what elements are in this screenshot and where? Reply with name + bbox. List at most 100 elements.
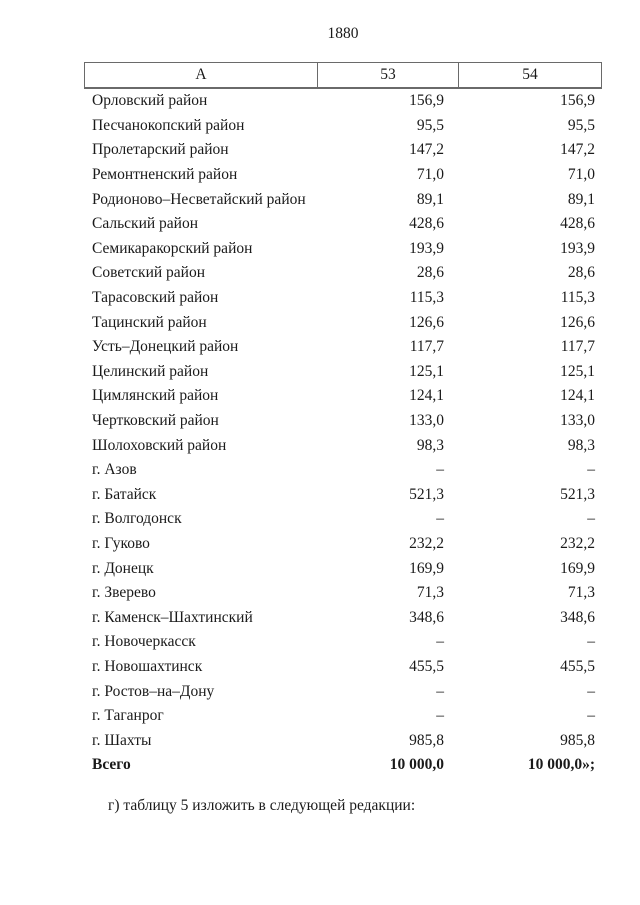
row-value-54: 348,6 xyxy=(560,608,595,626)
row-value-54: 71,3 xyxy=(567,584,595,602)
row-value-53: 147,2 xyxy=(409,141,444,159)
row-label: Советский район xyxy=(92,264,206,282)
row-label: г. Каменск–Шахтинский xyxy=(92,608,253,626)
row-value-53: 95,5 xyxy=(416,116,444,134)
row-label: Родионово–Несветайский район xyxy=(92,190,306,208)
row-value-53: – xyxy=(436,510,444,528)
row-value-54: 124,1 xyxy=(560,387,595,405)
row-label: Ремонтненский район xyxy=(92,166,238,184)
row-value-53: 117,7 xyxy=(409,338,444,356)
row-value-54: 156,9 xyxy=(560,92,595,110)
table-row: г. Гуково 232,2 232,2 xyxy=(84,532,602,557)
row-value-54: 193,9 xyxy=(560,239,595,257)
table-row: Орловский район 156,9 156,9 xyxy=(84,89,602,114)
row-label: Тарасовский район xyxy=(92,289,219,307)
row-value-54: 10 000,0»; xyxy=(527,756,595,774)
footer-paragraph: г) таблицу 5 изложить в следующей редакц… xyxy=(108,797,416,814)
header-cell-54: 54 xyxy=(522,66,538,83)
table-row: Тацинский район 126,6 126,6 xyxy=(84,310,602,335)
row-value-53: – xyxy=(436,633,444,651)
row-value-54: – xyxy=(587,510,595,528)
row-value-54: 117,7 xyxy=(560,338,595,356)
table-row: Родионово–Несветайский район 89,1 89,1 xyxy=(84,187,602,212)
row-label: г. Ростов–на–Дону xyxy=(92,682,215,700)
row-label: Чертковский район xyxy=(92,412,219,430)
row-value-54: 125,1 xyxy=(560,362,595,380)
table-row: Ремонтненский район 71,0 71,0 xyxy=(84,163,602,188)
row-label: Цимлянский район xyxy=(92,387,219,405)
table-row: Семикаракорский район 193,9 193,9 xyxy=(84,237,602,262)
row-label: Тацинский район xyxy=(92,313,207,331)
row-label: г. Гуково xyxy=(92,534,150,552)
header-cell-a: А xyxy=(85,63,318,87)
row-label: Всего xyxy=(92,756,131,774)
row-value-54: – xyxy=(587,707,595,725)
row-value-53: – xyxy=(436,461,444,479)
row-value-54: – xyxy=(587,682,595,700)
table-row: г. Волгодонск – – xyxy=(84,507,602,532)
row-value-53: 985,8 xyxy=(409,731,444,749)
table-row: Цимлянский район 124,1 124,1 xyxy=(84,384,602,409)
row-value-53: 193,9 xyxy=(409,239,444,257)
row-value-53: 521,3 xyxy=(409,485,444,503)
row-label: Шолоховский район xyxy=(92,436,227,454)
row-label: г. Зверево xyxy=(92,584,156,602)
row-value-53: 455,5 xyxy=(409,657,444,675)
table-row: г. Каменск–Шахтинский 348,6 348,6 xyxy=(84,605,602,630)
table-row: Пролетарский район 147,2 147,2 xyxy=(84,138,602,163)
table-row: г. Шахты 985,8 985,8 xyxy=(84,728,602,753)
row-label: г. Батайск xyxy=(92,485,157,503)
row-value-54: 28,6 xyxy=(567,264,595,282)
row-value-53: 126,6 xyxy=(409,313,444,331)
row-value-53: 348,6 xyxy=(409,608,444,626)
table-row: г. Азов – – xyxy=(84,458,602,483)
row-label: Целинский район xyxy=(92,362,209,380)
row-label: Семикаракорский район xyxy=(92,239,253,257)
row-label: Орловский район xyxy=(92,92,208,110)
row-value-54: 71,0 xyxy=(567,166,595,184)
table-row: г. Таганрог – – xyxy=(84,704,602,729)
row-value-53: 133,0 xyxy=(409,412,444,430)
row-value-53: 115,3 xyxy=(409,289,444,307)
row-value-54: 428,6 xyxy=(560,215,595,233)
row-value-54: 169,9 xyxy=(560,559,595,577)
header-cell-53: 53 xyxy=(318,63,459,87)
table-header-row: А 53 54 xyxy=(84,62,602,89)
row-value-53: 71,0 xyxy=(416,166,444,184)
row-label: Песчанокопский район xyxy=(92,116,245,134)
row-label: Пролетарский район xyxy=(92,141,229,159)
table-row: Чертковский район 133,0 133,0 xyxy=(84,409,602,434)
row-label: г. Таганрог xyxy=(92,707,164,725)
table-row: Советский район 28,6 28,6 xyxy=(84,261,602,286)
table-row: г. Новошахтинск 455,5 455,5 xyxy=(84,655,602,680)
table-row: Сальский район 428,6 428,6 xyxy=(84,212,602,237)
table-row: Целинский район 125,1 125,1 xyxy=(84,360,602,385)
row-value-54: – xyxy=(587,461,595,479)
table-total-row: Всего 10 000,0 10 000,0»; xyxy=(84,753,602,778)
row-label: Усть–Донецкий район xyxy=(92,338,239,356)
row-value-53: 10 000,0 xyxy=(389,756,444,774)
row-value-54: 985,8 xyxy=(560,731,595,749)
row-value-53: 89,1 xyxy=(416,190,444,208)
row-value-53: – xyxy=(436,682,444,700)
table-row: г. Донецк 169,9 169,9 xyxy=(84,556,602,581)
row-value-53: 428,6 xyxy=(409,215,444,233)
row-value-54: 521,3 xyxy=(560,485,595,503)
table-body: Орловский район 156,9 156,9 Песчанокопский … xyxy=(84,89,602,778)
row-label: г. Азов xyxy=(92,461,137,479)
row-value-54: 147,2 xyxy=(560,141,595,159)
row-label: г. Донецк xyxy=(92,559,154,577)
row-label: г. Новочеркасск xyxy=(92,633,196,651)
table-row: г. Зверево 71,3 71,3 xyxy=(84,581,602,606)
table-row: г. Ростов–на–Дону – – xyxy=(84,679,602,704)
row-value-54: 98,3 xyxy=(567,436,595,454)
table-row: г. Батайск 521,3 521,3 xyxy=(84,483,602,508)
row-value-54: 95,5 xyxy=(567,116,595,134)
page-number: 1880 xyxy=(327,25,359,42)
row-value-54: 133,0 xyxy=(560,412,595,430)
row-value-53: 28,6 xyxy=(416,264,444,282)
row-value-53: 71,3 xyxy=(416,584,444,602)
table-row: Тарасовский район 115,3 115,3 xyxy=(84,286,602,311)
row-label: Сальский район xyxy=(92,215,199,233)
